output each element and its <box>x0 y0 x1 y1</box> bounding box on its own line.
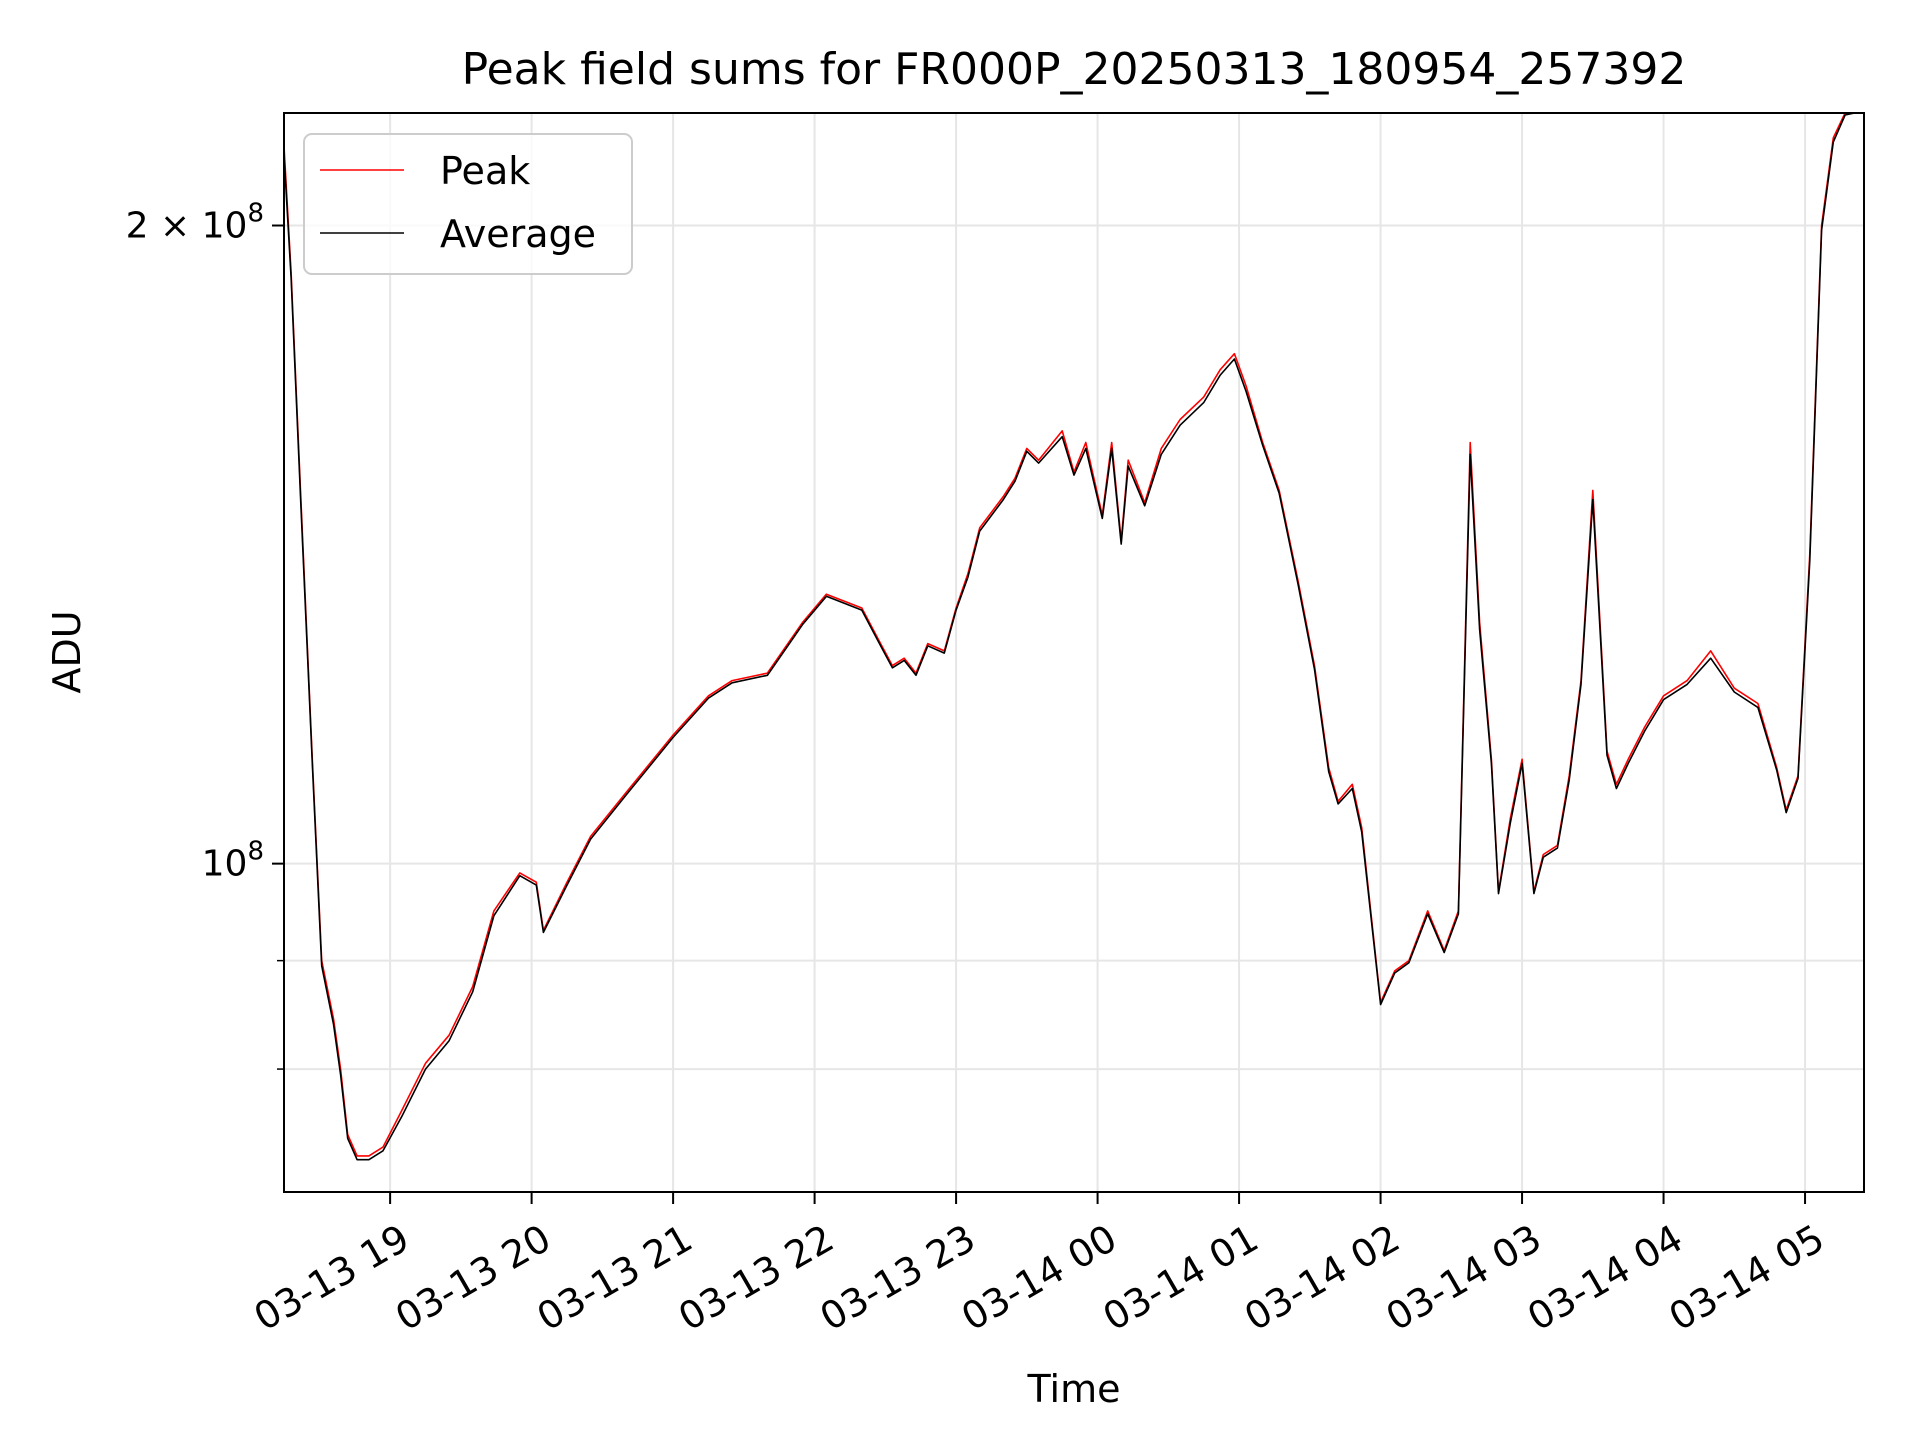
series-lines <box>283 112 1864 1161</box>
y-tick-label: 2 × 108 <box>126 199 264 247</box>
legend: Peak Average <box>303 133 633 275</box>
y-axis-label: ADU <box>45 610 89 693</box>
legend-box <box>303 133 633 275</box>
y-tick-exponent: 8 <box>247 199 264 229</box>
y-tick-mantissa: 2 × <box>126 206 202 247</box>
chart-title: Peak field sums for FR000P_20250313_1809… <box>462 44 1687 95</box>
x-axis-label: Time <box>1027 1367 1121 1411</box>
y-tick-base: 10 <box>202 206 248 247</box>
y-tick-exponent: 8 <box>247 837 264 867</box>
series-line-average <box>283 112 1864 1161</box>
y-tick-label: 108 <box>202 837 264 885</box>
y-tick-base: 10 <box>202 844 248 885</box>
plot-frame <box>283 112 1865 1193</box>
series-line-peak <box>283 112 1864 1157</box>
legend-label-peak: Peak <box>440 149 530 193</box>
legend-label-average: Average <box>440 212 596 256</box>
